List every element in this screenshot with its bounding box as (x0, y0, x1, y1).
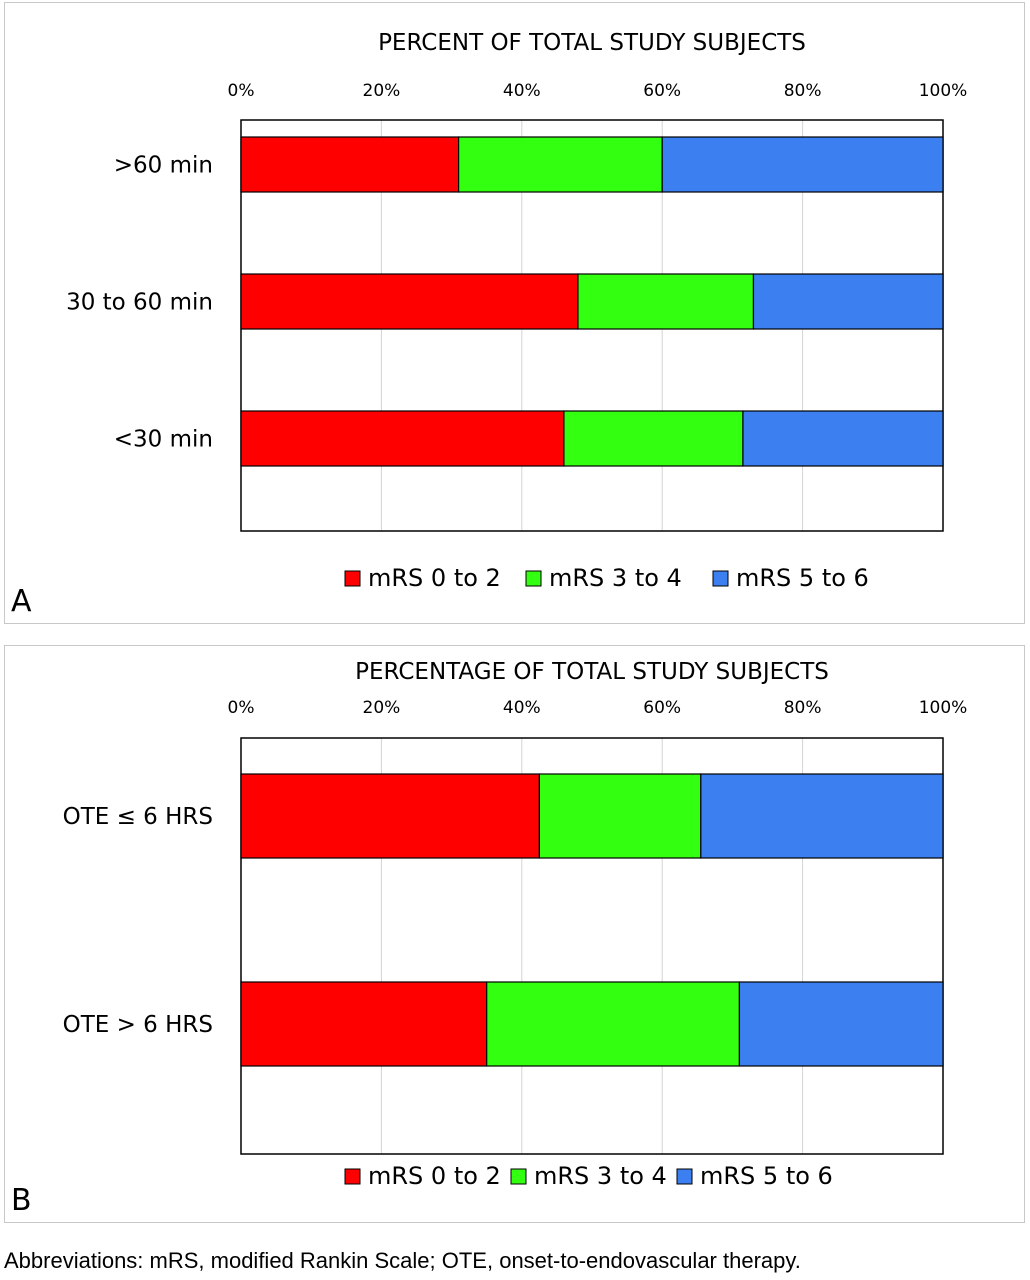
bar-ote-6-hrs-mrs-5-to-6 (738, 981, 944, 1067)
bar-30-to-60-min-mrs-0-to-2 (240, 273, 579, 330)
bar-ote-6-hrs-mrs-3-to-4 (486, 981, 741, 1067)
bar-60-min-mrs-5-to-6 (661, 136, 944, 193)
chart-a: PERCENT OF TOTAL STUDY SUBJECTS 0% 20% 40% 6… (66, 30, 968, 592)
chart-title: PERCENTAGE OF TOTAL STUDY SUBJECTS (355, 659, 829, 685)
legend-swatch (525, 570, 542, 587)
panel-b: PERCENTAGE OF TOTAL STUDY SUBJECTS 0% 20% 4… (4, 645, 1025, 1223)
bar-ote-6-hrs-mrs-5-to-6 (700, 773, 944, 859)
bar-ote-6-hrs-mrs-0-to-2 (240, 981, 488, 1067)
bar-30-min-mrs-0-to-2 (240, 410, 565, 467)
bar-30-min-mrs-5-to-6 (742, 410, 944, 467)
footnote: Abbreviations: mRS, modified Rankin Scal… (4, 1248, 801, 1273)
x-tick-label: 0% (228, 81, 255, 101)
legend-label: mRS 0 to 2 (368, 1162, 501, 1190)
panel-letter-b: B (11, 1183, 32, 1218)
panel-letter-a: A (11, 584, 32, 619)
category-label: <30 min (114, 427, 213, 453)
legend-swatch (712, 570, 729, 587)
category-label: OTE > 6 HRS (63, 1012, 213, 1038)
category-label: OTE ≤ 6 HRS (63, 804, 213, 830)
legend-label: mRS 0 to 2 (368, 564, 501, 592)
legend-label: mRS 3 to 4 (534, 1162, 667, 1190)
bar-ote-6-hrs-mrs-3-to-4 (538, 773, 702, 859)
bar-ote-6-hrs-mrs-0-to-2 (240, 773, 540, 859)
category-label: 30 to 60 min (66, 290, 213, 316)
bar-60-min-mrs-0-to-2 (240, 136, 460, 193)
legend-label: mRS 5 to 6 (700, 1162, 833, 1190)
bar-30-min-mrs-3-to-4 (563, 410, 744, 467)
legend-swatch (344, 570, 361, 587)
x-tick-label: 60% (643, 81, 681, 101)
bar-30-to-60-min-mrs-5-to-6 (752, 273, 944, 330)
x-tick-label: 80% (784, 698, 822, 718)
legend-label: mRS 3 to 4 (549, 564, 682, 592)
category-label: >60 min (114, 153, 213, 179)
x-tick-label: 80% (784, 81, 822, 101)
x-tick-label: 100% (919, 698, 968, 718)
x-tick-label: 60% (643, 698, 681, 718)
x-tick-label: 40% (503, 698, 541, 718)
x-tick-label: 20% (363, 81, 401, 101)
chart-b: PERCENTAGE OF TOTAL STUDY SUBJECTS 0% 20% 4… (63, 659, 968, 1190)
legend-swatch (676, 1168, 693, 1185)
x-tick-label: 20% (363, 698, 401, 718)
bar-60-min-mrs-3-to-4 (458, 136, 663, 193)
legend-label: mRS 5 to 6 (736, 564, 869, 592)
plot-area (240, 737, 944, 1155)
bar-30-to-60-min-mrs-3-to-4 (577, 273, 755, 330)
x-tick-label: 40% (503, 81, 541, 101)
x-tick-label: 100% (919, 81, 968, 101)
legend-swatch (510, 1168, 527, 1185)
legend-swatch (344, 1168, 361, 1185)
panel-a: PERCENT OF TOTAL STUDY SUBJECTS 0% 20% 40% 6… (4, 2, 1025, 624)
chart-title: PERCENT OF TOTAL STUDY SUBJECTS (378, 30, 806, 56)
x-tick-label: 0% (228, 698, 255, 718)
